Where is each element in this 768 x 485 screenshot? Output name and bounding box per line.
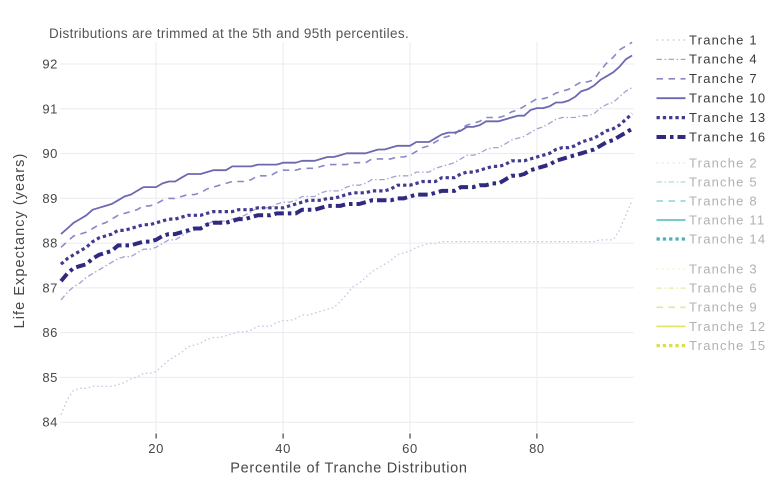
- svg-text:Tranche 1: Tranche 1: [689, 32, 758, 47]
- svg-text:91: 91: [42, 101, 58, 116]
- svg-text:60: 60: [402, 441, 418, 456]
- svg-text:Tranche 13: Tranche 13: [689, 110, 766, 125]
- svg-text:Tranche 15: Tranche 15: [689, 338, 766, 353]
- svg-text:Tranche 12: Tranche 12: [689, 319, 766, 334]
- svg-text:86: 86: [42, 325, 58, 340]
- svg-text:87: 87: [42, 280, 58, 295]
- svg-text:Percentile of Tranche Distribu: Percentile of Tranche Distribution: [230, 461, 467, 477]
- svg-text:89: 89: [42, 191, 58, 206]
- svg-text:Tranche 9: Tranche 9: [689, 300, 758, 315]
- svg-text:Life Expectancy (years): Life Expectancy (years): [12, 153, 28, 329]
- svg-text:Tranche 3: Tranche 3: [689, 261, 758, 276]
- svg-text:Tranche 7: Tranche 7: [689, 71, 758, 86]
- svg-text:92: 92: [42, 57, 58, 72]
- svg-text:Tranche 8: Tranche 8: [689, 193, 758, 208]
- svg-text:20: 20: [148, 441, 164, 456]
- svg-text:85: 85: [42, 370, 58, 385]
- svg-text:Tranche 6: Tranche 6: [689, 280, 758, 295]
- svg-text:Tranche 14: Tranche 14: [689, 231, 766, 246]
- svg-text:Tranche 16: Tranche 16: [689, 129, 766, 144]
- svg-text:Distributions are trimmed at t: Distributions are trimmed at the 5th and…: [49, 26, 409, 41]
- svg-text:Tranche 2: Tranche 2: [689, 155, 758, 170]
- svg-text:Tranche 10: Tranche 10: [689, 91, 766, 106]
- svg-text:40: 40: [275, 441, 291, 456]
- svg-text:Tranche 5: Tranche 5: [689, 174, 758, 189]
- svg-text:90: 90: [42, 146, 58, 161]
- svg-text:88: 88: [42, 236, 58, 251]
- svg-text:80: 80: [529, 441, 545, 456]
- svg-text:84: 84: [42, 415, 58, 430]
- svg-text:Tranche 4: Tranche 4: [689, 52, 758, 67]
- svg-text:Tranche 11: Tranche 11: [689, 212, 765, 227]
